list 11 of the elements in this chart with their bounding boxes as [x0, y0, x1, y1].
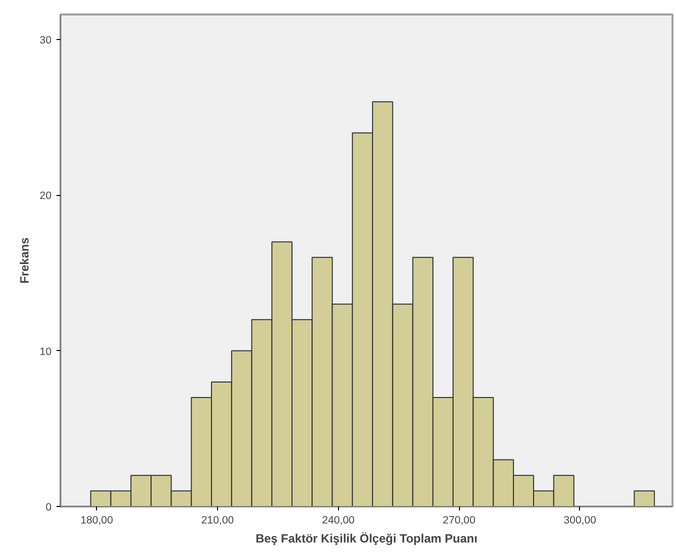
y-axis-title: Frekans	[18, 237, 32, 284]
y-tick-label: 10	[40, 346, 52, 358]
x-tick-label: 210,00	[201, 514, 234, 526]
x-axis-title: Beş Faktör Kişilik Ölçeği Toplam Puanı	[256, 532, 478, 546]
x-tick-label: 240,00	[322, 514, 355, 526]
y-tick-label: 0	[46, 502, 52, 514]
y-tick-label: 30	[40, 34, 52, 46]
y-tick-label: 20	[40, 190, 52, 202]
x-tick-label: 270,00	[442, 514, 476, 526]
x-tick-label: 180,00	[80, 514, 114, 526]
x-tick-label: 300,00	[564, 514, 596, 526]
